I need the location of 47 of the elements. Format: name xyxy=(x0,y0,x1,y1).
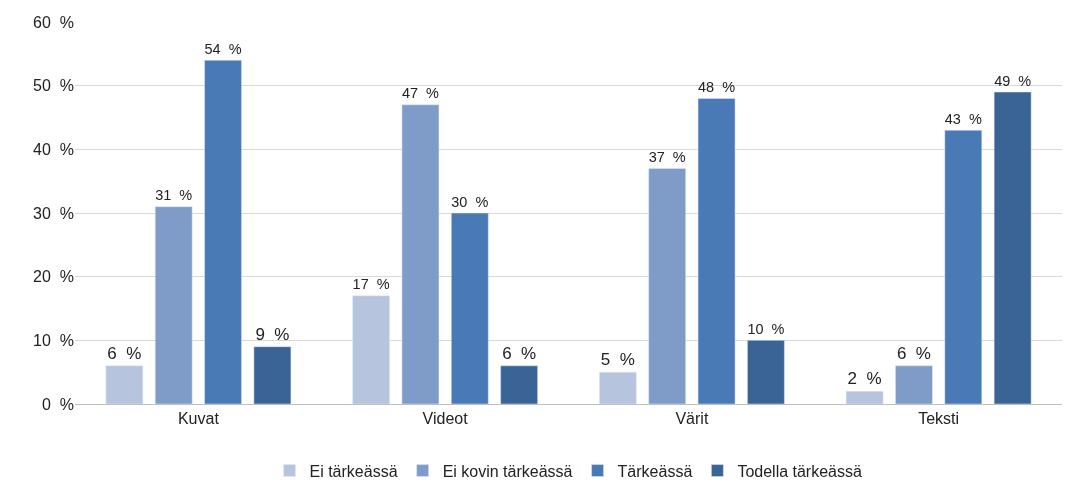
bar xyxy=(993,91,1032,404)
bar xyxy=(105,365,144,404)
data-label: 47 % xyxy=(401,85,440,102)
data-label: 49 % xyxy=(994,72,1032,89)
bar xyxy=(697,98,736,404)
y-tick-label: 30 % xyxy=(33,204,74,222)
data-label: 31 % xyxy=(155,187,193,204)
x-tick-label: Teksti xyxy=(918,410,960,428)
y-tick-label: 60 % xyxy=(33,13,74,31)
y-tick-label: 40 % xyxy=(33,140,74,158)
data-label: 6 % xyxy=(896,343,931,363)
bar xyxy=(154,206,193,404)
bar xyxy=(204,59,242,404)
data-label: 5 % xyxy=(600,350,635,370)
data-label: 43 % xyxy=(944,110,982,127)
bar xyxy=(845,391,884,404)
legend-label: Todella tärkeässä xyxy=(737,462,862,480)
data-label: 10 % xyxy=(747,320,785,337)
bar xyxy=(401,104,440,404)
x-tick-label: Värit xyxy=(675,410,709,428)
bar xyxy=(747,340,785,404)
legend-label: Ei tärkeässä xyxy=(309,462,398,480)
bar xyxy=(451,212,489,404)
x-tick-label: Kuvat xyxy=(177,410,220,428)
data-label: 6 % xyxy=(502,343,537,363)
legend-label: Tärkeässä xyxy=(617,462,693,480)
y-tick-label: 20 % xyxy=(33,268,74,286)
data-label: 9 % xyxy=(255,324,290,344)
data-label: 30 % xyxy=(451,193,489,210)
x-tick-label: Videot xyxy=(422,410,469,428)
y-tick-label: 50 % xyxy=(33,77,74,95)
bar xyxy=(648,168,686,404)
bar xyxy=(500,365,538,404)
data-label: 37 % xyxy=(648,149,686,166)
legend-label: Ei kovin tärkeässä xyxy=(442,462,573,480)
data-label: 17 % xyxy=(352,276,390,293)
data-label: 48 % xyxy=(698,78,736,95)
bar xyxy=(599,371,637,404)
bar xyxy=(352,295,390,404)
bar xyxy=(895,365,933,404)
y-tick-label: 0 % xyxy=(41,395,74,413)
data-label: 6 % xyxy=(107,343,142,363)
data-label: 54 % xyxy=(204,40,242,57)
bar xyxy=(944,129,983,404)
bar xyxy=(253,346,292,404)
y-tick-label: 10 % xyxy=(33,331,74,349)
data-label: 2 % xyxy=(847,369,882,389)
